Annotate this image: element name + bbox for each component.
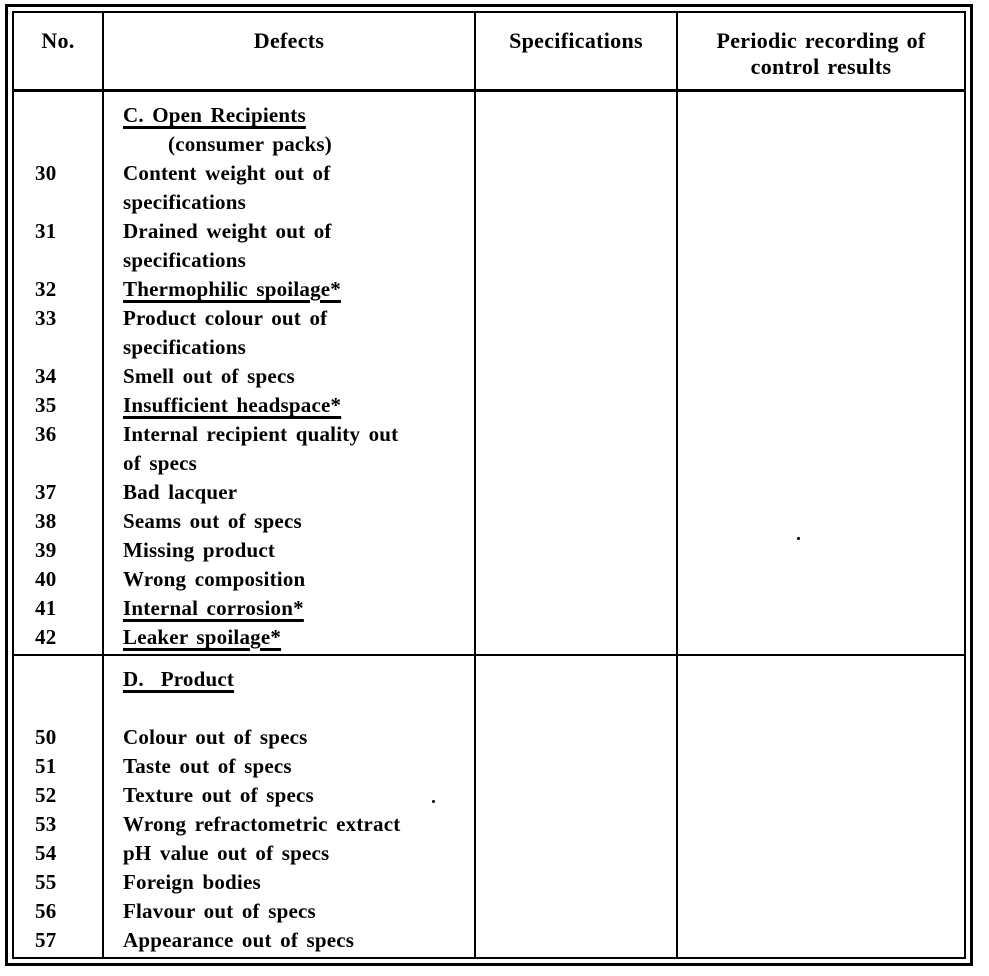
- row-number: 31: [35, 219, 57, 243]
- defect-line: Leaker spoilage*: [123, 625, 282, 649]
- defect-line: Texture out of specs: [123, 783, 314, 807]
- defect-line: Missing product: [123, 538, 276, 562]
- defect-line: Drained weight out of: [123, 219, 332, 243]
- specifications-cell: [476, 656, 678, 957]
- row-number: [14, 449, 102, 478]
- defects-column: D. Product Colour out of specs Taste out …: [104, 656, 476, 957]
- defect-line: Thermophilic spoilage*: [123, 277, 341, 301]
- row-number: 36: [35, 422, 57, 446]
- defect-line: (consumer packs): [168, 132, 332, 156]
- table-outer-frame: No. Defects Specifications Periodic reco…: [5, 4, 973, 966]
- row-number: 39: [35, 538, 57, 562]
- defect-line: Content weight out of: [123, 161, 331, 185]
- defect-line: Insufficient headspace*: [123, 393, 342, 417]
- defects-table: No. Defects Specifications Periodic reco…: [12, 11, 966, 959]
- row-number: 57: [35, 928, 57, 952]
- defect-line: Taste out of specs: [123, 754, 292, 778]
- row-number: 56: [35, 899, 57, 923]
- defect-line: Internal corrosion*: [123, 596, 304, 620]
- defect-line: Wrong refractometric extract: [123, 812, 401, 836]
- row-number: 52: [35, 783, 57, 807]
- row-number: 40: [35, 567, 57, 591]
- row-number: 35: [35, 393, 57, 417]
- defect-line: D. Product: [123, 667, 235, 691]
- defect-line: pH value out of specs: [123, 841, 330, 865]
- defect-line: Product colour out of: [123, 306, 328, 330]
- section-d-product: 50 51 52 53 54 55 56 57 D. Product Colour out o…: [14, 656, 964, 957]
- no-column: 30 31 32 33 34 35 36 37 38 39 40 41 42: [14, 92, 104, 654]
- defects-column: C. Open Recipients (consumer packs) Conten…: [104, 92, 476, 654]
- defect-line: [104, 694, 474, 723]
- column-header-specifications: Specifications: [476, 13, 678, 89]
- defect-line: of specs: [123, 451, 198, 475]
- no-column: 50 51 52 53 54 55 56 57: [14, 656, 104, 957]
- scan-speck: [797, 537, 800, 540]
- defect-line: Flavour out of specs: [123, 899, 316, 923]
- defect-line: Foreign bodies: [123, 870, 261, 894]
- row-number: [14, 130, 102, 159]
- specifications-cell: [476, 92, 678, 654]
- row-number: [14, 694, 102, 723]
- defect-line: Seams out of specs: [123, 509, 302, 533]
- defect-line: specifications: [123, 335, 246, 359]
- defect-line: C. Open Recipients: [123, 103, 306, 127]
- row-number: 32: [35, 277, 57, 301]
- table-header-row: No. Defects Specifications Periodic reco…: [14, 13, 964, 92]
- defect-line: Bad lacquer: [123, 480, 238, 504]
- row-number: 55: [35, 870, 57, 894]
- row-number: 34: [35, 364, 57, 388]
- row-number: 53: [35, 812, 57, 836]
- row-number: [14, 246, 102, 275]
- row-number: [14, 101, 102, 130]
- periodic-recording-cell: [678, 656, 964, 957]
- defect-line: specifications: [123, 190, 246, 214]
- defect-line: Smell out of specs: [123, 364, 295, 388]
- section-c-open-recipients: 30 31 32 33 34 35 36 37 38 39 40 41 42 C. Open R…: [14, 92, 964, 656]
- row-number: 33: [35, 306, 57, 330]
- row-number: [14, 333, 102, 362]
- row-number: 50: [35, 725, 57, 749]
- scan-speck: [432, 800, 435, 803]
- row-number: 38: [35, 509, 57, 533]
- column-header-defects: Defects: [104, 13, 476, 89]
- row-number: 51: [35, 754, 57, 778]
- defect-line: Appearance out of specs: [123, 928, 355, 952]
- row-number: 54: [35, 841, 57, 865]
- row-number: [14, 665, 102, 694]
- row-number: 41: [35, 596, 57, 620]
- periodic-recording-cell: [678, 92, 964, 654]
- defect-line: Wrong composition: [123, 567, 306, 591]
- row-number: 42: [35, 625, 57, 649]
- row-number: 37: [35, 480, 57, 504]
- row-number: 30: [35, 161, 57, 185]
- defect-line: Internal recipient quality out: [123, 422, 399, 446]
- defect-line: Colour out of specs: [123, 725, 308, 749]
- defect-line: specifications: [123, 248, 246, 272]
- column-header-periodic-recording: Periodic recording of control results: [716, 28, 926, 79]
- row-number: [14, 188, 102, 217]
- column-header-no: No.: [14, 13, 104, 89]
